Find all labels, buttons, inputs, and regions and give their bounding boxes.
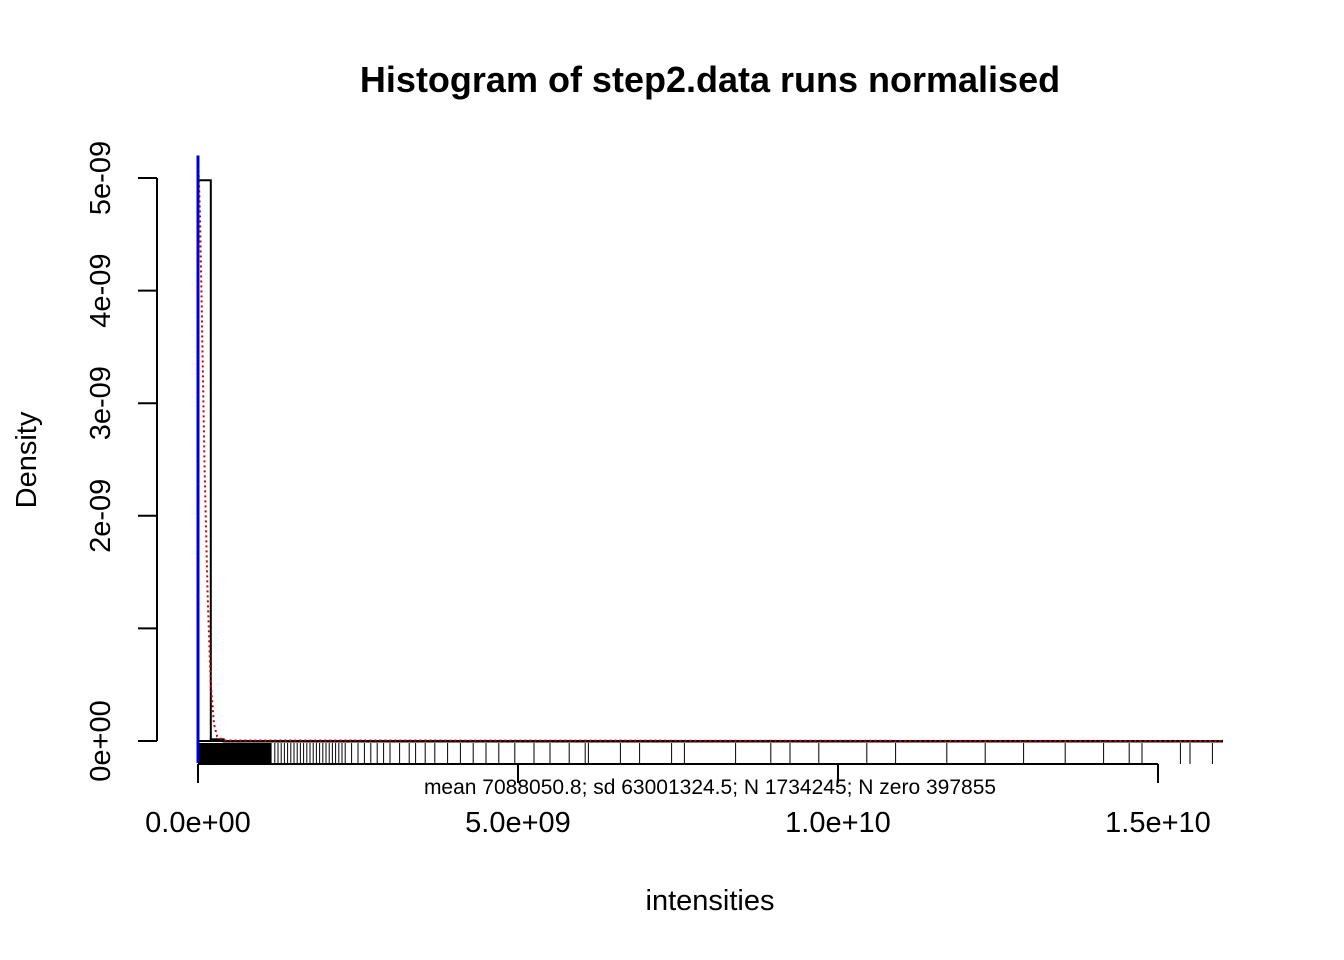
x-tick-label-3: 1.0e+10 [785,807,891,839]
y-tick-label-4: 3e-09 [85,366,117,440]
rug-marks [198,743,1213,764]
y-tick-label-6: 5e-09 [85,141,117,215]
x-tick-label-2: 5.0e+09 [465,807,571,839]
histogram-bar-2 [209,738,225,742]
histogram-bar-3 [222,739,1224,743]
y-axis-label: Density [11,411,43,508]
y-tick-label-1: 0e+00 [85,700,117,781]
chart-title: Histogram of step2.data runs normalised [360,59,1060,100]
y-tick-label-3: 2e-09 [85,479,117,553]
x-tick-label-1: 0.0e+00 [145,807,251,839]
plot-lines [196,155,1223,763]
density-curve [197,155,1223,742]
rug-dense-block [198,743,272,764]
histogram-bars [197,179,1224,743]
y-tick-label-5: 4e-09 [85,254,117,328]
x-tick-label-4: 1.5e+10 [1105,807,1211,839]
x-axis: 0.0e+00 5.0e+09 1.0e+10 1.5e+10 [145,763,1211,839]
x-axis-label: intensities [646,885,775,917]
y-axis: 0e+00 2e-09 3e-09 4e-09 5e-09 [85,141,158,782]
summary-statistics-note: mean 7088050.8; sd 63001324.5; N 1734245… [424,776,996,799]
